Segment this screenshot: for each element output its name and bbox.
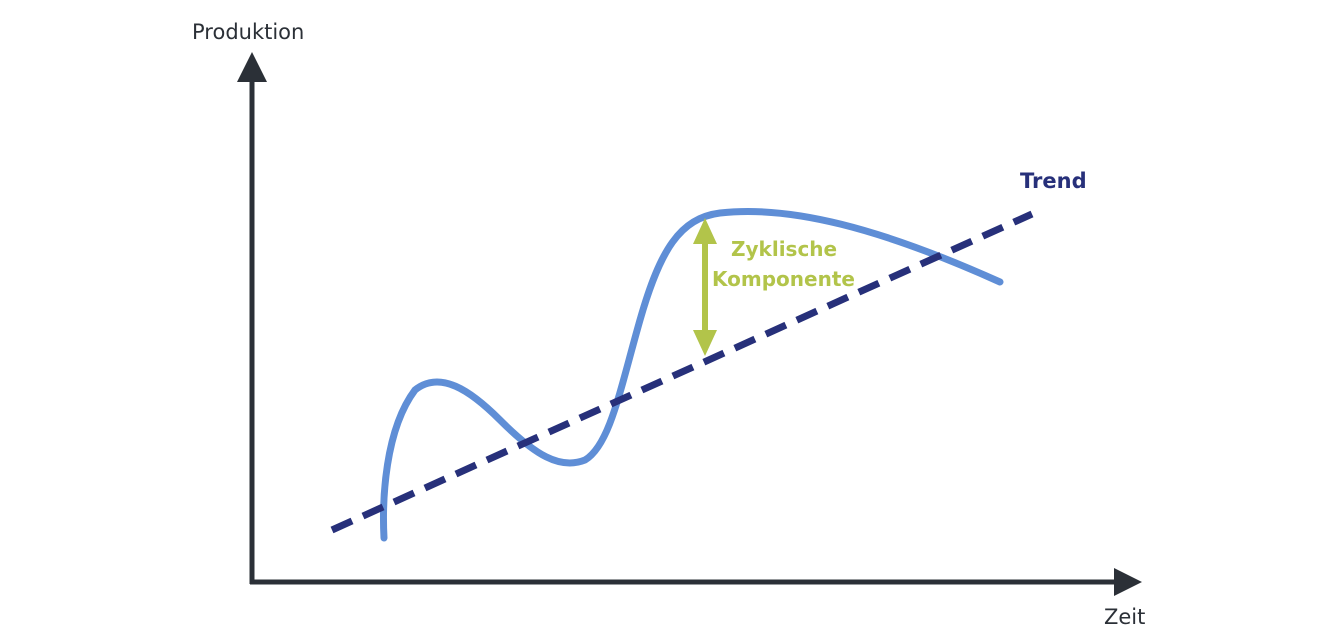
trend-label: Trend (1020, 169, 1087, 193)
cyclical-production-curve (380, 207, 1004, 542)
cyclical-component-label-line1: Zyklische (731, 237, 837, 261)
cyclical-component-arrowhead-down (693, 330, 717, 356)
x-axis-arrowhead (1114, 568, 1142, 596)
trend-line (330, 210, 1034, 534)
cyclical-component-arrowhead-up (693, 218, 717, 244)
cyclical-component-label-line2: Komponente (712, 267, 855, 291)
x-axis-label: Zeit (1104, 605, 1145, 629)
y-axis-label: Produktion (192, 20, 304, 44)
y-axis-arrowhead (237, 52, 267, 82)
